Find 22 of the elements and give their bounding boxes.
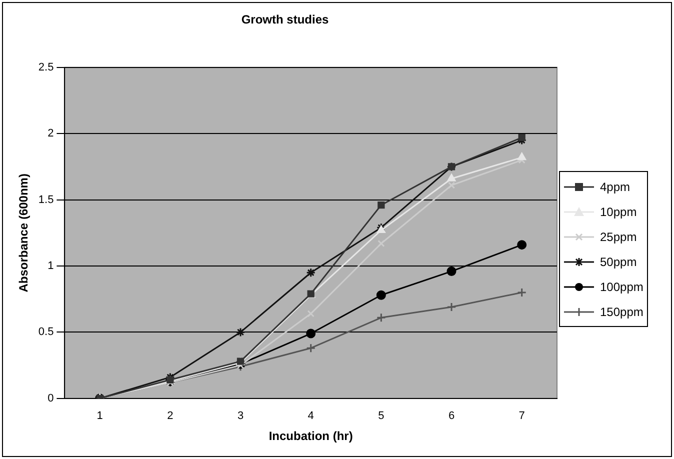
legend-label: 50ppm xyxy=(600,254,637,268)
chart-title: Growth studies xyxy=(241,12,329,27)
y-tick-label: 2.5 xyxy=(38,61,54,74)
legend-label: 4ppm xyxy=(600,180,630,194)
x-tick-label: 2 xyxy=(167,410,174,422)
legend-label: 100ppm xyxy=(600,280,644,294)
x-tick-label: 4 xyxy=(308,410,314,422)
legend-label: 10ppm xyxy=(600,204,637,218)
legend-label: 25ppm xyxy=(600,230,637,244)
y-tick-label: 1 xyxy=(48,260,54,272)
x-tick-label: 1 xyxy=(96,410,103,422)
y-tick-label: 1.5 xyxy=(38,194,54,206)
legend-label: 150ppm xyxy=(600,304,644,318)
x-tick-label: 7 xyxy=(518,410,525,422)
x-tick-label: 3 xyxy=(237,410,244,422)
x-axis-title: Incubation (hr) xyxy=(268,429,353,444)
y-axis-title: Absorbance (600nm) xyxy=(16,174,31,292)
y-tick-label: 2 xyxy=(48,128,54,140)
x-tick-label: 5 xyxy=(378,410,384,422)
x-tick-label: 6 xyxy=(448,410,455,422)
y-tick-label: 0 xyxy=(48,392,54,404)
y-tick-label: 0.5 xyxy=(38,326,54,338)
